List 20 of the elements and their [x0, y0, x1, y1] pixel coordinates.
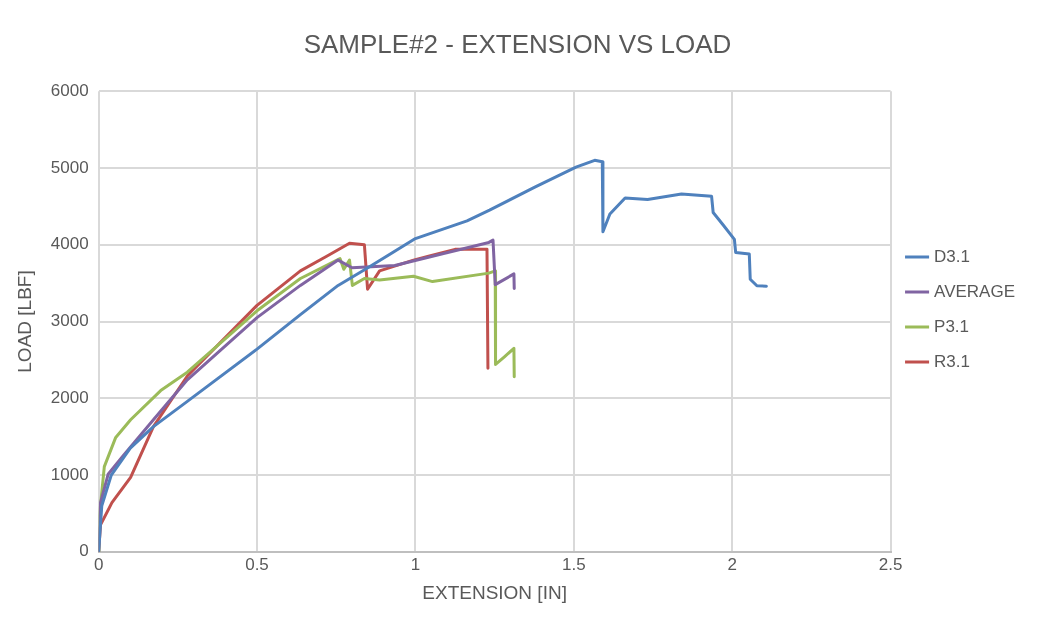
- legend-label: R3.1: [934, 351, 970, 371]
- y-tick-label: 2000: [50, 387, 89, 407]
- y-axis-title: LOAD [LBF]: [13, 270, 35, 373]
- y-tick-label: 5000: [50, 157, 89, 177]
- y-tick-label: 0: [79, 541, 89, 561]
- legend-label: AVERAGE: [934, 281, 1015, 301]
- y-tick-label: 1000: [50, 464, 89, 484]
- x-tick-label: 2.5: [878, 554, 903, 574]
- y-tick-label: 6000: [50, 80, 89, 100]
- legend-label: P3.1: [934, 316, 970, 336]
- x-tick-label: 1.5: [561, 554, 586, 574]
- y-tick-label: 4000: [50, 234, 89, 254]
- chart-title: SAMPLE#2 - EXTENSION VS LOAD: [303, 28, 732, 59]
- x-tick-label: 0: [93, 554, 104, 574]
- x-tick-label: 1: [410, 554, 421, 574]
- y-tick-label: 3000: [50, 311, 89, 331]
- legend-label: D3.1: [934, 246, 970, 266]
- x-axis-title: EXTENSION [IN]: [422, 581, 567, 603]
- x-tick-label: 0.5: [245, 554, 269, 574]
- x-tick-label: 2: [727, 554, 737, 574]
